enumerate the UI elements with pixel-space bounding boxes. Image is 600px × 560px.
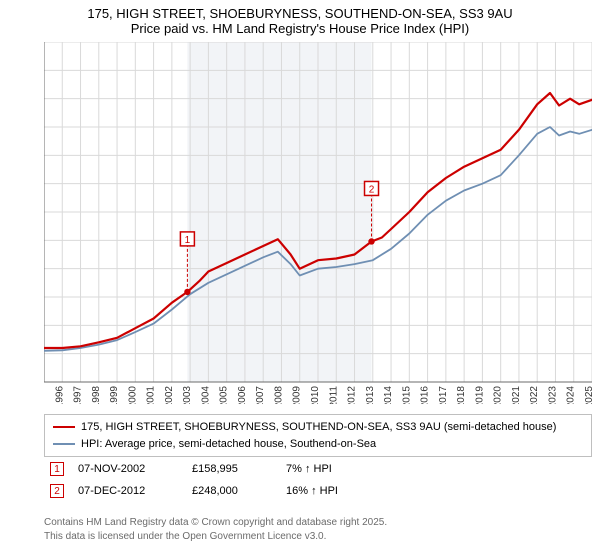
chart-svg: £0£50K£100K£150K£200K£250K£300K£350K£400… — [44, 42, 592, 404]
svg-text:2004: 2004 — [200, 386, 211, 404]
sale-delta-2: 16% ↑ HPI — [286, 485, 386, 497]
legend-swatch-hpi — [53, 443, 75, 445]
svg-text:2025: 2025 — [584, 386, 592, 404]
sale-date-2: 07-DEC-2012 — [78, 485, 178, 497]
sale-row-1: 1 07-NOV-2002 £158,995 7% ↑ HPI — [44, 458, 592, 480]
title-address: 175, HIGH STREET, SHOEBURYNESS, SOUTHEND… — [10, 6, 590, 21]
footer: Contains HM Land Registry data © Crown c… — [44, 516, 592, 543]
svg-text:2003: 2003 — [182, 386, 193, 404]
legend-label-price-paid: 175, HIGH STREET, SHOEBURYNESS, SOUTHEND… — [81, 419, 556, 436]
svg-text:2: 2 — [369, 184, 375, 195]
sale-price-2: £248,000 — [192, 485, 272, 497]
sale-marker-1: 1 — [50, 462, 64, 476]
svg-text:2011: 2011 — [328, 386, 339, 404]
sale-date-1: 07-NOV-2002 — [78, 463, 178, 475]
sale-marker-2: 2 — [50, 484, 64, 498]
svg-text:1998: 1998 — [91, 386, 102, 404]
svg-text:2008: 2008 — [273, 386, 284, 404]
svg-text:2006: 2006 — [237, 386, 248, 404]
footer-line2: This data is licensed under the Open Gov… — [44, 530, 592, 544]
sale-delta-1: 7% ↑ HPI — [286, 463, 386, 475]
legend-row-price-paid: 175, HIGH STREET, SHOEBURYNESS, SOUTHEND… — [53, 419, 583, 436]
svg-text:2017: 2017 — [438, 386, 449, 404]
svg-text:1: 1 — [185, 235, 191, 246]
svg-text:2021: 2021 — [511, 386, 522, 404]
svg-text:2018: 2018 — [456, 386, 467, 404]
legend-row-hpi: HPI: Average price, semi-detached house,… — [53, 436, 583, 453]
svg-text:2014: 2014 — [383, 386, 394, 404]
chart-area: £0£50K£100K£150K£200K£250K£300K£350K£400… — [44, 42, 592, 404]
svg-text:2019: 2019 — [474, 386, 485, 404]
svg-text:2022: 2022 — [529, 386, 540, 404]
svg-text:2023: 2023 — [547, 386, 558, 404]
sales-block: 1 07-NOV-2002 £158,995 7% ↑ HPI 2 07-DEC… — [44, 458, 592, 502]
legend-label-hpi: HPI: Average price, semi-detached house,… — [81, 436, 376, 453]
legend-swatch-price-paid — [53, 426, 75, 428]
sale-price-1: £158,995 — [192, 463, 272, 475]
svg-text:2000: 2000 — [127, 386, 138, 404]
title-subtitle: Price paid vs. HM Land Registry's House … — [10, 21, 590, 36]
title-block: 175, HIGH STREET, SHOEBURYNESS, SOUTHEND… — [0, 0, 600, 40]
svg-text:2015: 2015 — [401, 386, 412, 404]
svg-text:2024: 2024 — [566, 386, 577, 404]
svg-text:2005: 2005 — [219, 386, 230, 404]
svg-text:1995: 1995 — [44, 386, 47, 404]
sale-row-2: 2 07-DEC-2012 £248,000 16% ↑ HPI — [44, 480, 592, 502]
svg-text:1999: 1999 — [109, 386, 120, 404]
chart-container: 175, HIGH STREET, SHOEBURYNESS, SOUTHEND… — [0, 0, 600, 560]
svg-text:1996: 1996 — [54, 386, 65, 404]
svg-text:2007: 2007 — [255, 386, 266, 404]
svg-text:2002: 2002 — [164, 386, 175, 404]
svg-text:2020: 2020 — [493, 386, 504, 404]
svg-text:2016: 2016 — [420, 386, 431, 404]
svg-text:2010: 2010 — [310, 386, 321, 404]
svg-text:2001: 2001 — [146, 386, 157, 404]
svg-text:2009: 2009 — [292, 386, 303, 404]
svg-text:2012: 2012 — [347, 386, 358, 404]
svg-text:2013: 2013 — [365, 386, 376, 404]
svg-text:1997: 1997 — [73, 386, 84, 404]
footer-line1: Contains HM Land Registry data © Crown c… — [44, 516, 592, 530]
legend-box: 175, HIGH STREET, SHOEBURYNESS, SOUTHEND… — [44, 414, 592, 457]
